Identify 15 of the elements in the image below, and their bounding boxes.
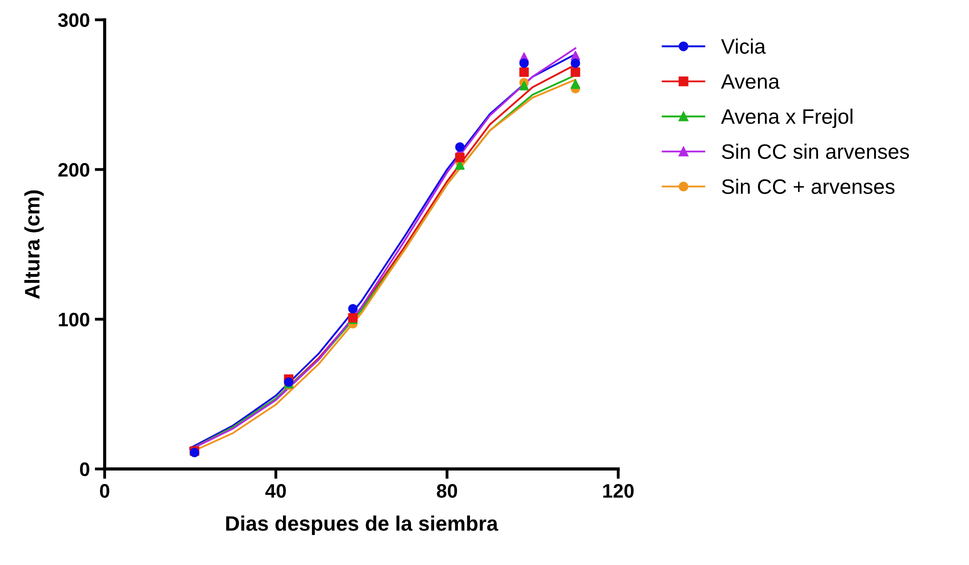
y-tick-label: 0 — [80, 462, 90, 476]
y-axis-title: Altura (cm) — [24, 190, 44, 299]
x-tick-label: 0 — [100, 484, 110, 498]
legend-label: Sin CC sin arvenses — [722, 144, 909, 159]
legend-label: Vicia — [721, 38, 766, 54]
y-tick-label: 200 — [58, 162, 90, 177]
x-tick-label: 80 — [436, 484, 458, 498]
legend-label: Avena x Frejol — [721, 108, 852, 128]
x-tick-label: 120 — [603, 484, 634, 498]
x-axis-title: Dias despues de la siembra — [226, 516, 498, 535]
y-tick-label: 300 — [58, 13, 90, 28]
legend-label: Avena — [721, 74, 780, 89]
x-tick-label: 40 — [265, 484, 286, 498]
y-tick-label: 100 — [58, 312, 90, 326]
legend-label: Sin CC + arvenses — [722, 178, 894, 194]
